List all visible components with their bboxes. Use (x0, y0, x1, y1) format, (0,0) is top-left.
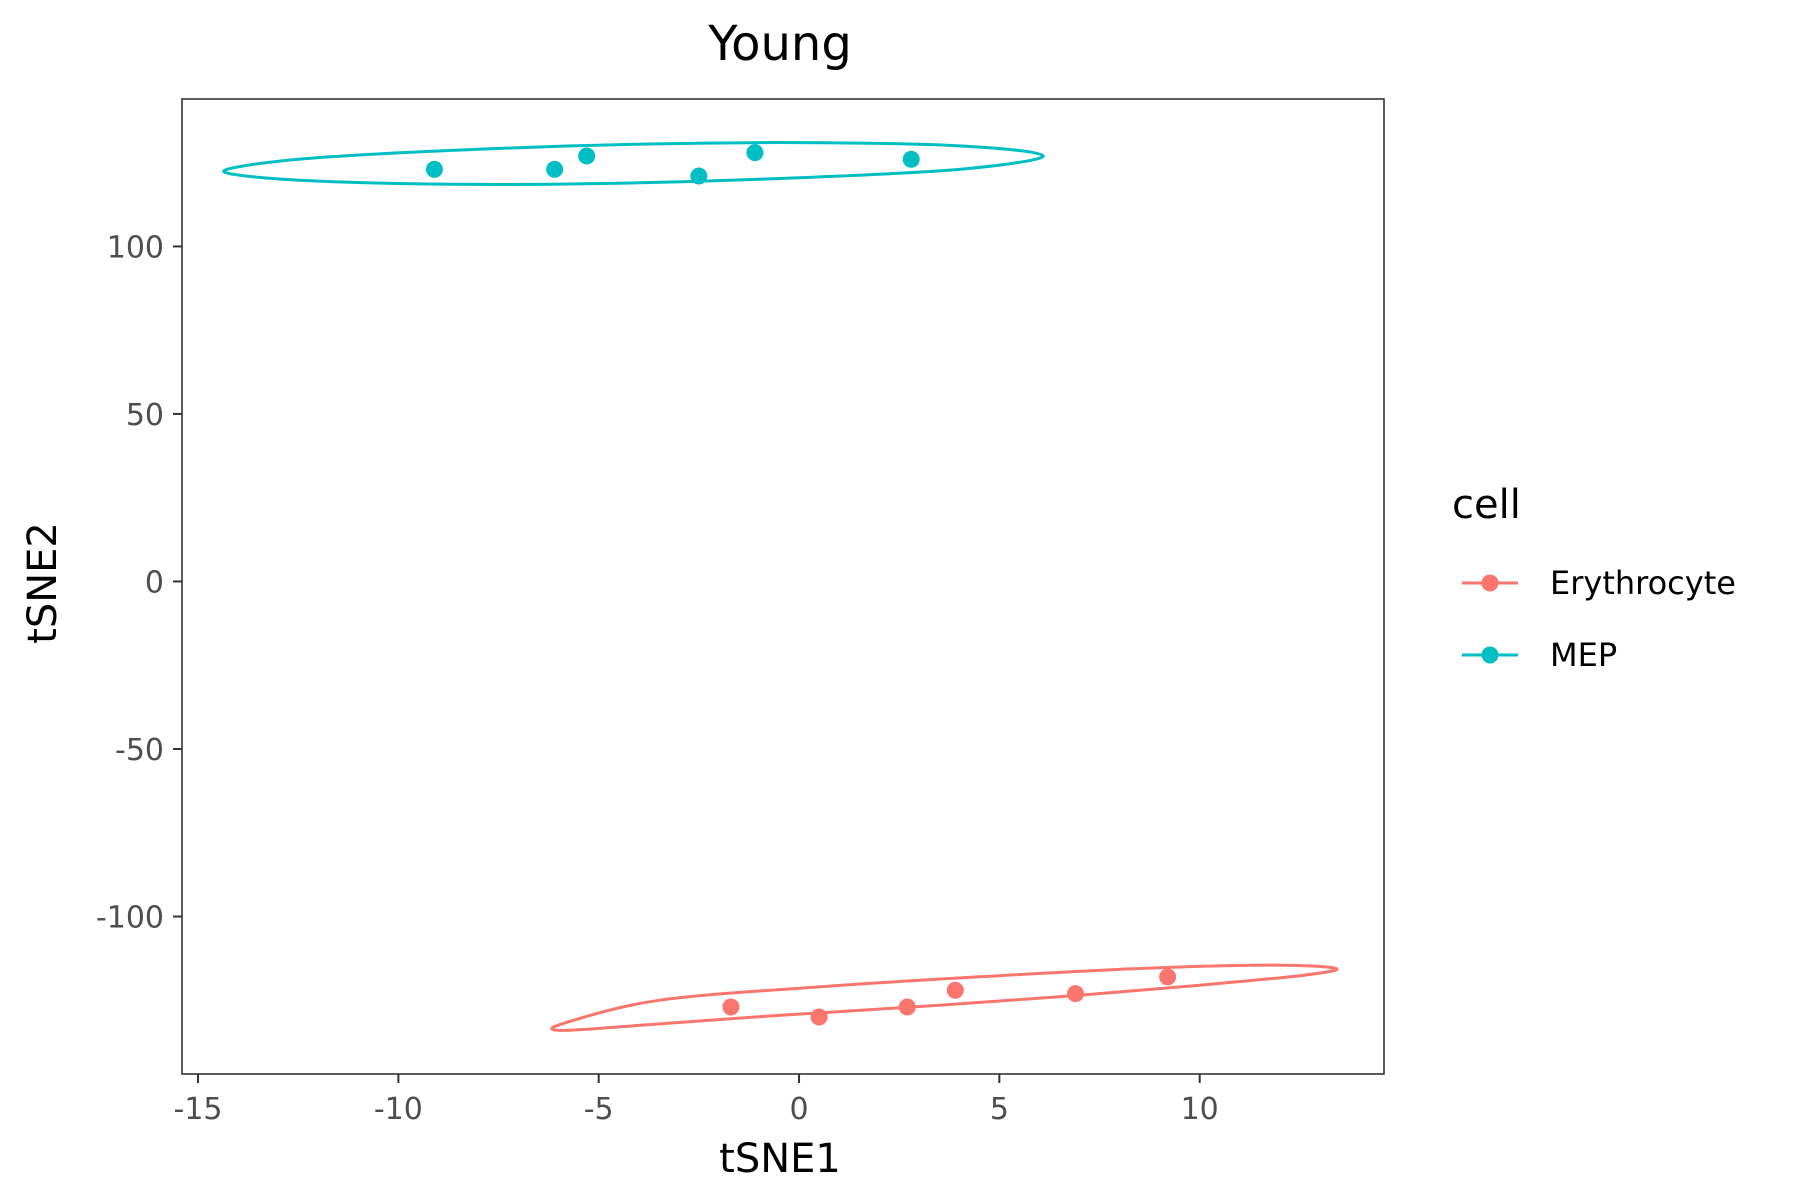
y-tick-label-0: 100 (107, 230, 164, 265)
x-tick-label-0: -15 (174, 1092, 223, 1127)
panel-border (181, 98, 1385, 1075)
point-erythrocyte-2 (810, 1008, 828, 1026)
y-tick-label-2: 0 (145, 565, 164, 600)
panel-background (182, 99, 1384, 1074)
y-tick-label-1: 50 (126, 398, 164, 433)
legend-label-mep: MEP (1550, 636, 1617, 674)
ellipse-mep (222, 141, 1045, 186)
x-tick-label-5: 10 (1181, 1092, 1219, 1127)
point-erythrocyte-5 (1066, 985, 1084, 1003)
x-axis-title: tSNE1 (719, 1136, 841, 1182)
legend: cell Erythrocyte MEP (1452, 482, 1736, 674)
x-tick-label-1: -10 (374, 1092, 423, 1127)
point-erythrocyte-3 (898, 998, 916, 1016)
y-tick-label-3: -50 (115, 733, 164, 768)
x-tick-label-3: 0 (789, 1092, 808, 1127)
point-erythrocyte-1 (722, 998, 740, 1016)
x-tick-label-4: 5 (990, 1092, 1009, 1127)
point-mep-5 (746, 144, 764, 162)
ellipse-erythrocyte (550, 963, 1339, 1032)
point-mep-4 (690, 167, 708, 185)
x-tick-label-2: -5 (584, 1092, 614, 1127)
legend-key-point-erythrocyte (1481, 574, 1499, 592)
point-mep-3 (578, 147, 596, 165)
plot-area (182, 99, 1384, 1074)
chart-title: Young (707, 16, 852, 72)
legend-title: cell (1452, 482, 1521, 528)
point-erythrocyte-4 (946, 981, 964, 999)
point-mep-6 (902, 150, 920, 168)
point-mep-1 (425, 160, 443, 178)
y-tick-label-4: -100 (96, 901, 164, 936)
y-axis-title: tSNE2 (20, 522, 66, 644)
legend-key-point-mep (1481, 646, 1499, 664)
point-erythrocyte-6 (1159, 968, 1177, 986)
legend-label-erythrocyte: Erythrocyte (1550, 564, 1736, 602)
point-mep-2 (546, 160, 564, 178)
